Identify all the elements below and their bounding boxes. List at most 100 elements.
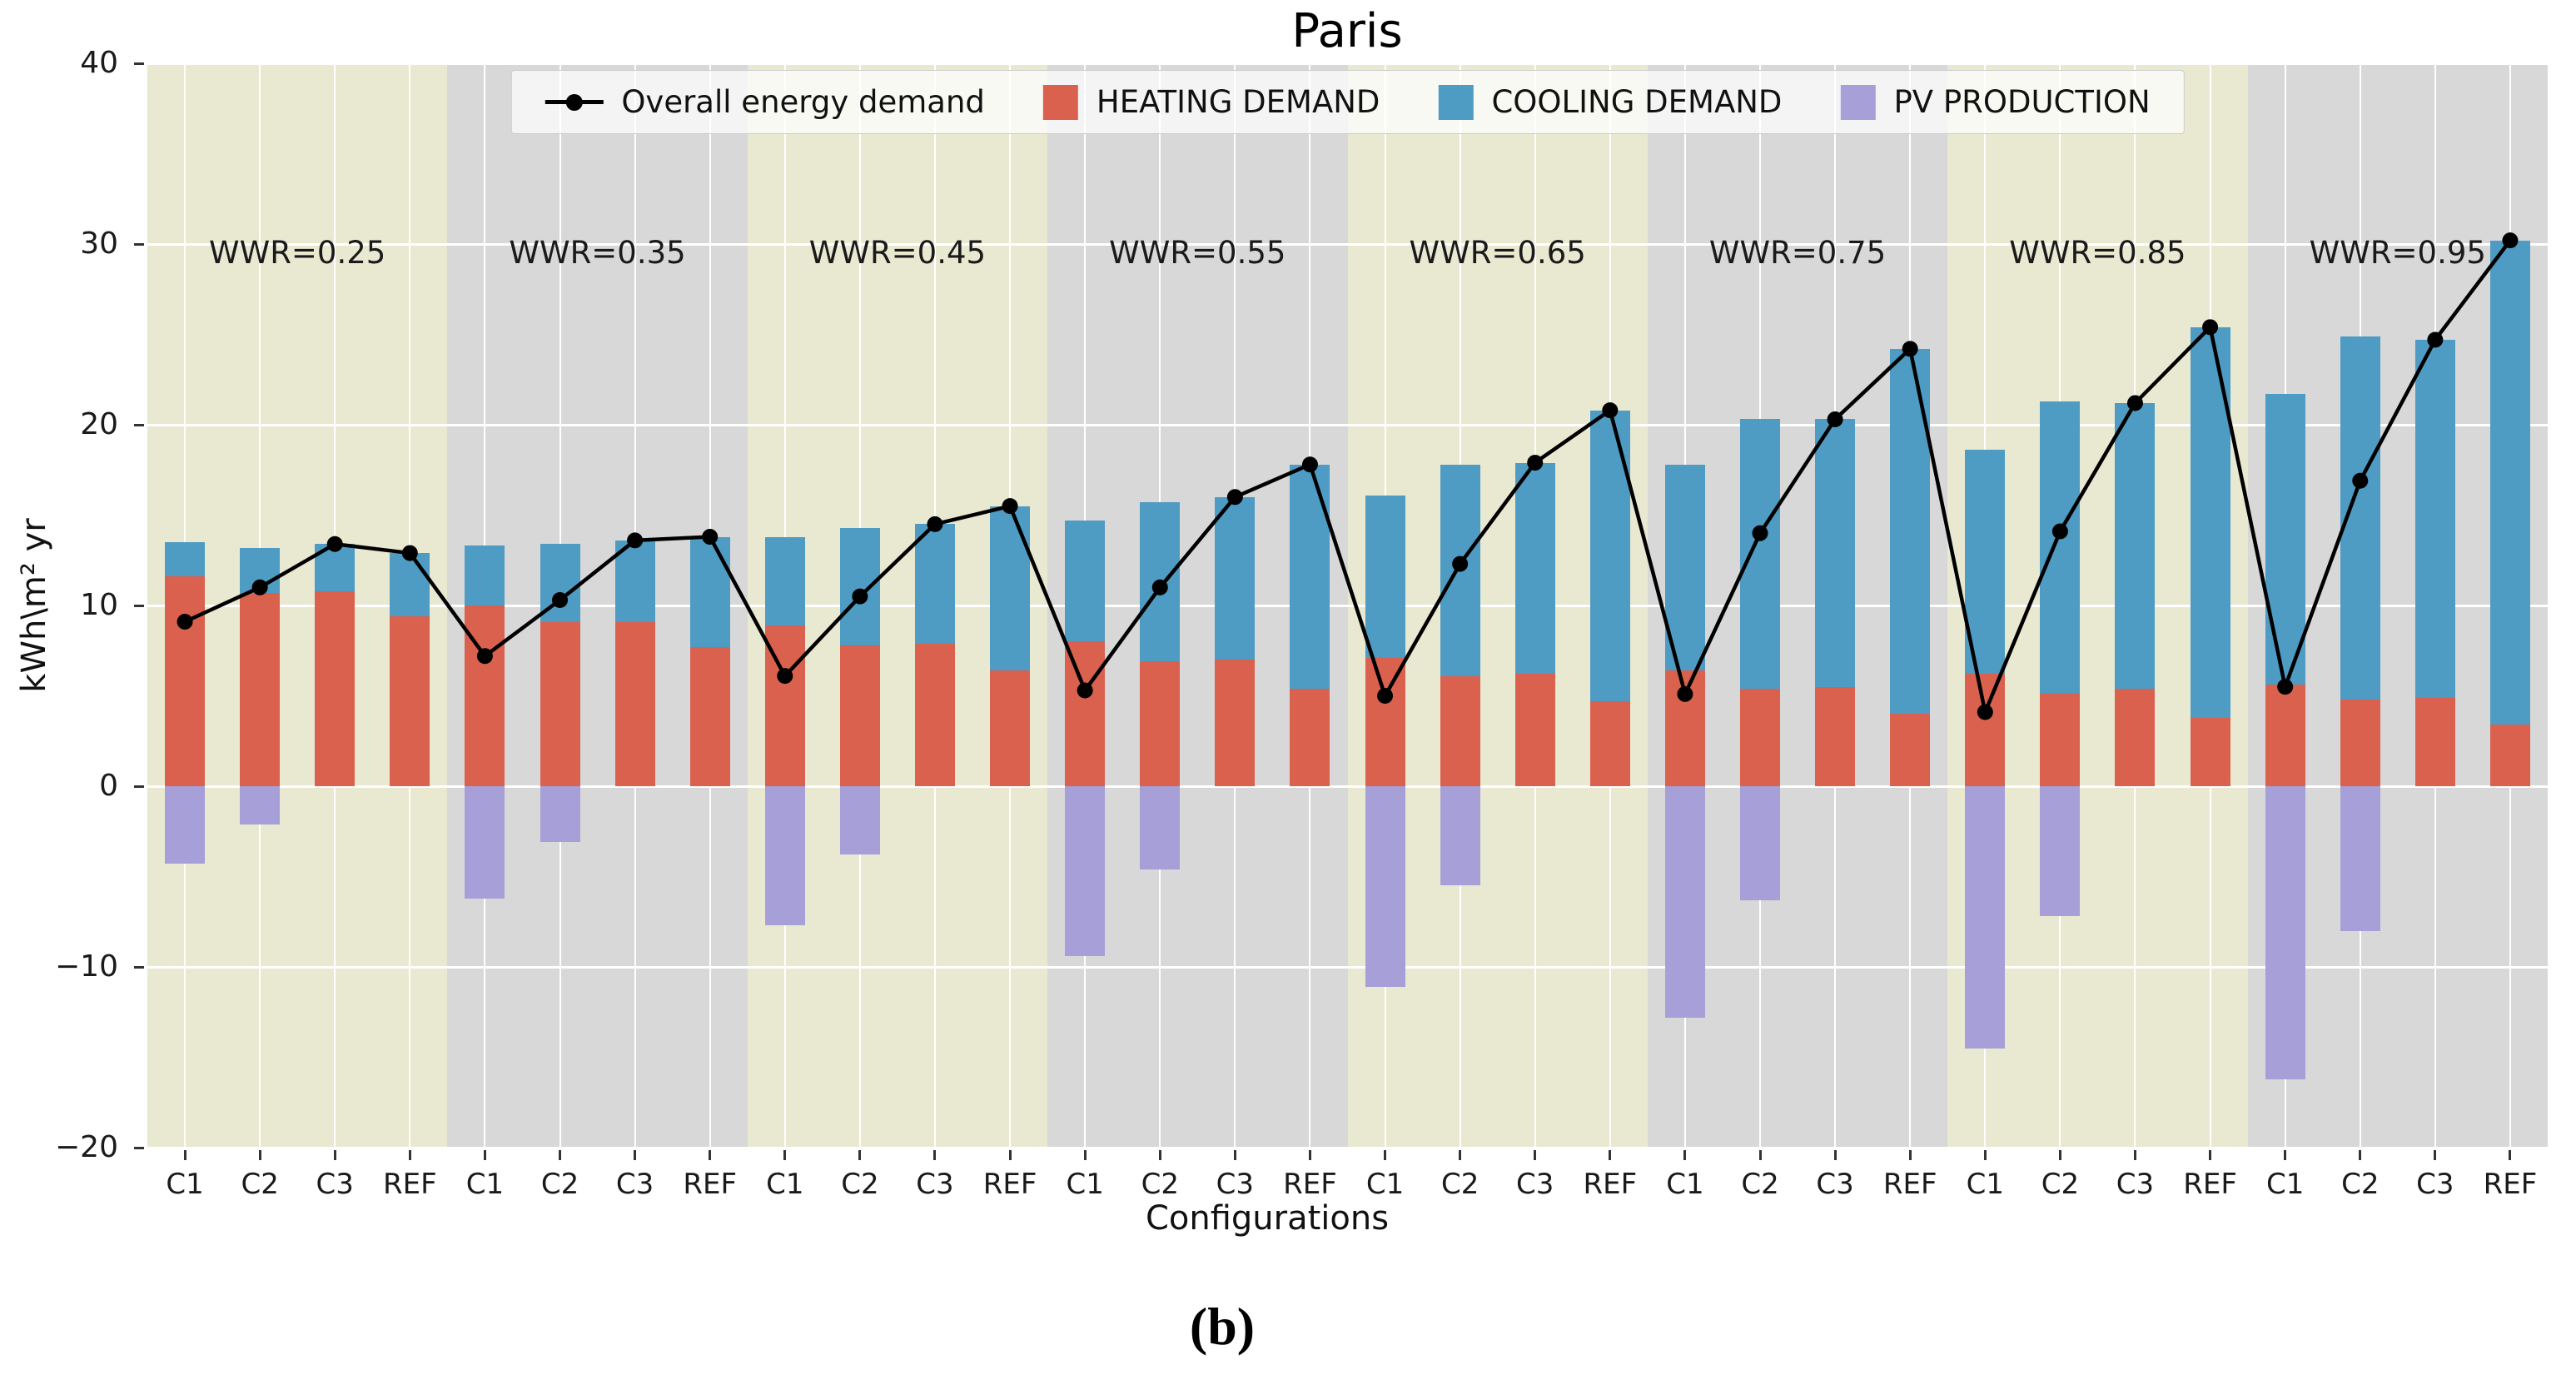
heating-bar [990, 670, 1031, 786]
heating-bar [1890, 714, 1931, 786]
heating-bar [839, 645, 880, 786]
cooling-bar [1065, 521, 1106, 642]
overall-line-path [184, 239, 2512, 719]
y-tick-mark [134, 785, 144, 788]
wwr-group-label: WWR=0.65 [1409, 235, 1586, 271]
cooling-bar [1965, 450, 2006, 675]
pv-bar [2265, 786, 2305, 1079]
y-tick-label: 0 [99, 769, 118, 803]
x-tick-mark [559, 1150, 562, 1160]
pv-swatch-icon [1840, 84, 1876, 120]
overall-point-marker [1077, 682, 1093, 699]
cooling-bar [465, 546, 505, 605]
overall-point-marker [1002, 498, 1018, 515]
cooling-bar [1215, 496, 1256, 660]
overall-point-marker [2126, 395, 2143, 411]
overall-energy-demand-line [177, 232, 2519, 720]
x-tick-mark [1683, 1150, 1687, 1160]
horizontal-gridline [147, 604, 2548, 607]
x-tick-mark [1908, 1150, 1912, 1160]
heating-bar [1589, 701, 1630, 786]
x-tick-label: REF [1583, 1168, 1638, 1201]
overall-point-marker [1377, 688, 1394, 704]
overall-point-marker [1602, 402, 1619, 419]
x-tick-label: REF [683, 1168, 738, 1201]
x-tick-label: C2 [241, 1168, 279, 1201]
chart-title: Paris [1291, 4, 1403, 58]
x-tick-mark [1308, 1150, 1311, 1160]
horizontal-gridline [147, 785, 2548, 788]
heating-bar [240, 592, 281, 786]
cooling-bar [390, 553, 430, 616]
wwr-group-label: WWR=0.85 [2009, 235, 2186, 271]
line-dot-marker-icon [545, 93, 604, 111]
y-tick-mark [134, 62, 144, 65]
overall-point-marker [2051, 523, 2068, 540]
wwr-group-label: WWR=0.75 [1708, 235, 1887, 271]
cooling-bar [614, 540, 655, 622]
x-tick-label: REF [2183, 1168, 2237, 1201]
cooling-bar [1815, 419, 1856, 687]
x-tick-label: REF [382, 1168, 437, 1201]
y-tick-label: −20 [55, 1130, 118, 1164]
y-tick-label: 10 [80, 588, 118, 622]
heating-bar [165, 576, 206, 786]
x-tick-label: C3 [316, 1168, 354, 1201]
heating-bar [1140, 661, 1181, 786]
heating-bar [2340, 699, 2380, 786]
x-tick-label: C2 [1440, 1168, 1479, 1201]
x-tick-mark [258, 1150, 261, 1160]
cooling-bar [2115, 402, 2156, 689]
horizontal-gridline [147, 63, 2548, 65]
x-tick-mark [1233, 1150, 1236, 1160]
overall-point-marker [1977, 704, 1993, 720]
overall-point-marker [251, 579, 268, 595]
overall-point-marker [1752, 525, 1768, 541]
cooling-bar [1740, 419, 1781, 689]
x-tick-label: C3 [1516, 1168, 1554, 1201]
y-tick-label: 40 [80, 46, 118, 80]
overall-point-marker [476, 648, 493, 665]
y-tick-label: −10 [55, 949, 118, 984]
legend-label: PV PRODUCTION [1893, 84, 2151, 120]
pv-bar [2340, 786, 2380, 931]
heating-bar [540, 621, 580, 786]
x-tick-label: C2 [2041, 1168, 2080, 1201]
x-tick-mark [2284, 1150, 2287, 1160]
x-tick-label: C1 [2265, 1168, 2305, 1201]
x-tick-label: C2 [540, 1168, 579, 1201]
overall-point-marker [2277, 679, 2294, 695]
heating-bar [2190, 717, 2230, 786]
heating-bar [1215, 660, 1256, 786]
pv-bar [240, 786, 281, 825]
heating-bar [914, 643, 955, 786]
y-tick-mark [134, 1146, 144, 1149]
y-tick-mark [134, 965, 144, 969]
pv-bar [1740, 786, 1781, 900]
pv-bar [1140, 786, 1181, 869]
x-tick-mark [2434, 1150, 2437, 1160]
x-tick-mark [2359, 1150, 2362, 1160]
x-tick-label: C3 [1816, 1168, 1854, 1201]
y-tick-label: 20 [80, 407, 118, 441]
x-tick-label: C1 [766, 1168, 804, 1201]
overall-point-marker [1301, 456, 1318, 473]
cooling-bar [764, 536, 805, 625]
x-tick-mark [2509, 1150, 2512, 1160]
heating-bar [2040, 694, 2081, 786]
x-tick-label: C2 [1741, 1168, 1779, 1201]
x-tick-mark [1609, 1150, 1612, 1160]
pv-bar [839, 786, 880, 855]
x-tick-mark [408, 1150, 411, 1160]
legend-label: COOLING DEMAND [1491, 84, 1783, 120]
x-tick-mark [1833, 1150, 1837, 1160]
overall-point-marker [1677, 685, 1693, 702]
cooling-swatch-icon [1438, 84, 1474, 120]
overall-point-marker [627, 532, 644, 549]
cooling-bar [839, 527, 880, 645]
overall-point-marker [2427, 331, 2444, 348]
x-tick-label: C3 [916, 1168, 954, 1201]
dot-marker-icon [565, 93, 583, 111]
x-tick-label: C2 [1141, 1168, 1179, 1201]
cooling-bar [689, 536, 730, 647]
